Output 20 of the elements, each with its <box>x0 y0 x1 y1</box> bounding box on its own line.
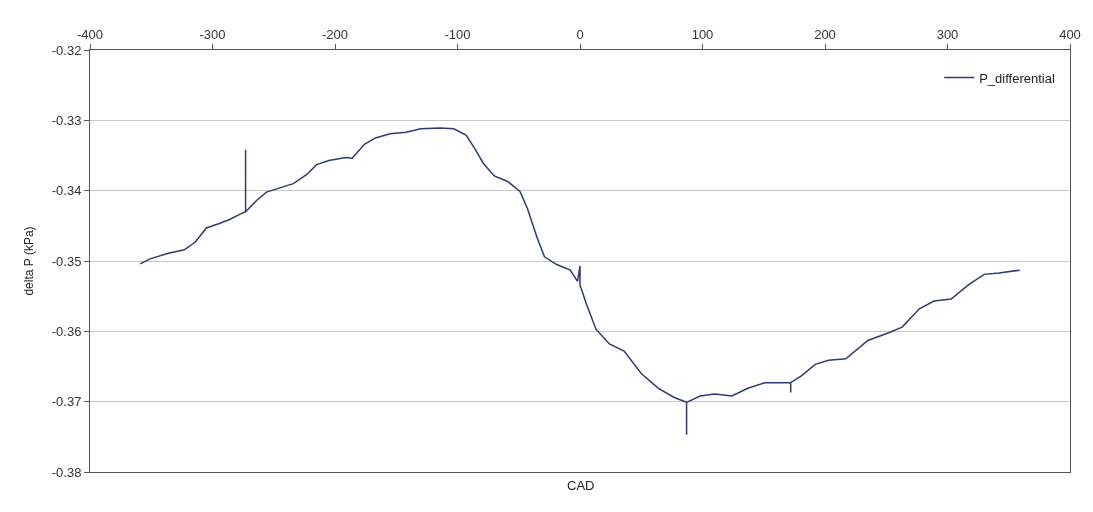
x-tick-label: 200 <box>814 26 836 42</box>
y-tick-label: -0.34 <box>51 183 82 199</box>
y-tick-label: -0.36 <box>51 323 82 339</box>
x-axis-title: CAD <box>567 478 595 493</box>
x-tick-label: 0 <box>576 26 584 42</box>
legend-label: P_differential <box>979 70 1055 86</box>
y-tick-label: -0.33 <box>51 112 82 128</box>
x-tick-label: -200 <box>321 26 349 42</box>
y-axis-title: delta P (kPa) <box>22 226 37 296</box>
y-tick-label: -0.37 <box>51 394 82 410</box>
x-tick-label: -100 <box>444 26 471 42</box>
x-tick-label: 400 <box>1059 26 1081 42</box>
x-tick-label: -400 <box>76 26 104 42</box>
y-tick-label: -0.38 <box>51 464 82 480</box>
y-tick-label: -0.35 <box>51 253 82 269</box>
y-tick-label: -0.32 <box>51 42 82 58</box>
x-tick-label: 300 <box>936 26 959 42</box>
x-tick-label: -300 <box>199 26 226 42</box>
line-series <box>139 127 1021 436</box>
x-tick-label: 100 <box>691 26 714 42</box>
